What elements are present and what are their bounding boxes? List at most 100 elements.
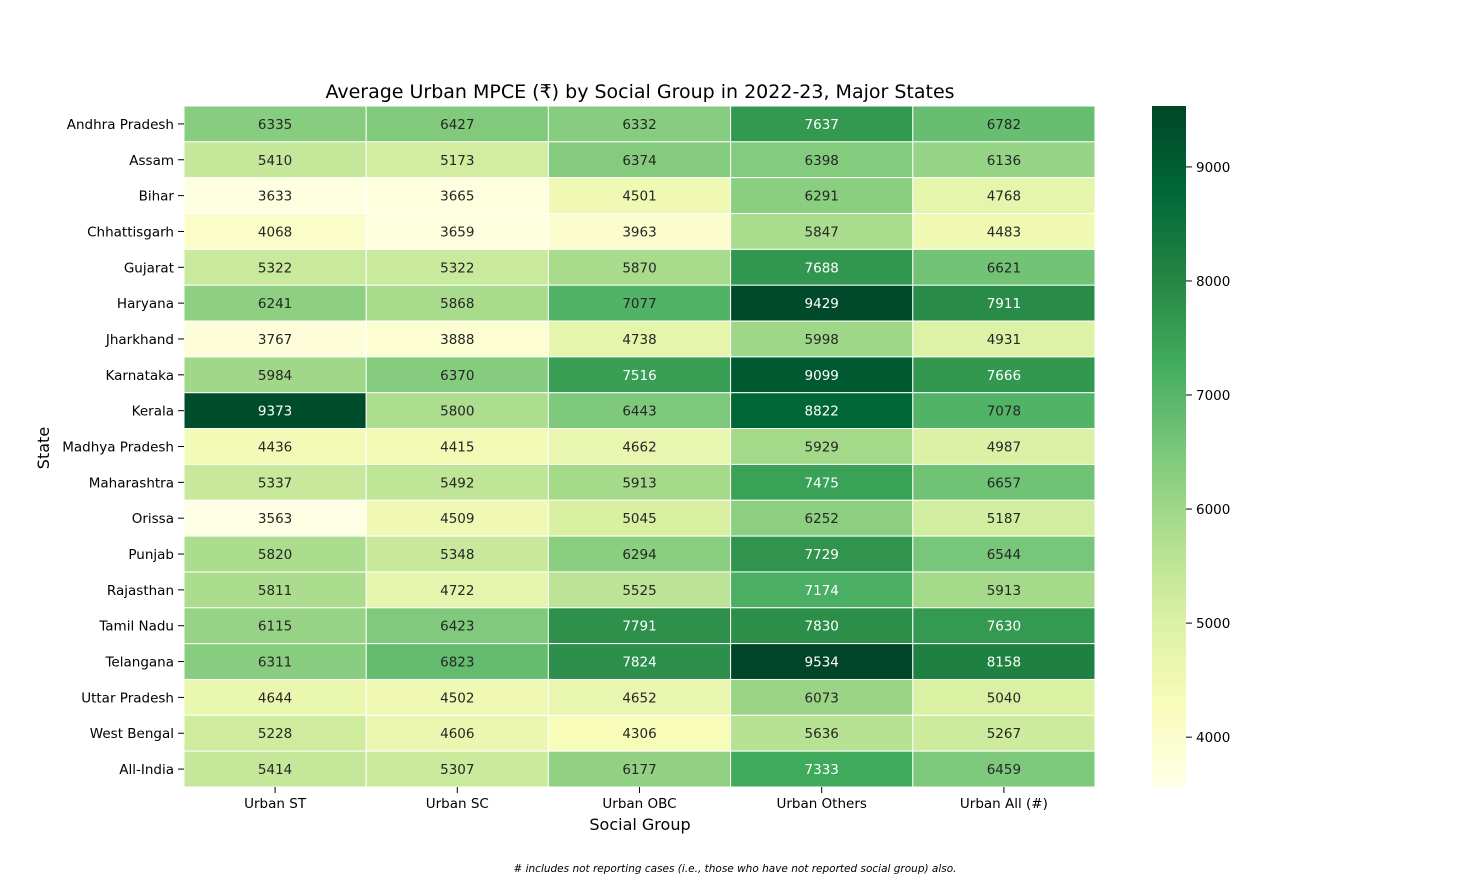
heatmap-cell	[912, 463, 1096, 501]
heatmap-cell	[365, 643, 549, 680]
cell-value-label: 5267	[987, 726, 1021, 742]
y-tick-label: Bihar	[139, 189, 175, 205]
x-tick-label: Urban All (#)	[960, 796, 1048, 812]
cell-value-label: 5348	[440, 547, 474, 563]
cell-value-label: 7830	[805, 619, 839, 635]
cell-value-label: 5414	[258, 762, 292, 778]
heatmap-cell	[912, 643, 1096, 680]
colorbar-tick-label: 6000	[1196, 502, 1230, 518]
cell-value-label: 7637	[805, 117, 839, 133]
heatmap-cell	[730, 678, 914, 716]
cell-value-label: 5811	[258, 583, 292, 599]
cell-value-label: 5820	[258, 547, 292, 563]
cell-value-label: 5322	[258, 260, 292, 276]
cell-value-label: 9429	[805, 296, 839, 312]
cell-value-label: 5868	[440, 296, 474, 312]
heatmap-cell	[183, 535, 367, 573]
heatmap-cell	[183, 643, 367, 680]
cell-value-label: 6782	[987, 117, 1021, 133]
y-tick-label: Karnataka	[106, 368, 174, 384]
cell-value-label: 5870	[622, 260, 656, 276]
heatmap-cell	[730, 571, 914, 609]
cell-value-label: 4652	[622, 690, 656, 706]
heatmap-cell	[730, 428, 914, 465]
y-tick-label: Andhra Pradesh	[67, 117, 174, 133]
y-tick-label: Orissa	[132, 511, 174, 527]
cell-value-label: 4436	[258, 440, 292, 456]
heatmap-cell	[365, 392, 549, 430]
cell-value-label: 4415	[440, 440, 474, 456]
cell-value-label: 6294	[622, 547, 656, 563]
cell-value-label: 7666	[987, 368, 1021, 384]
cell-value-label: 6621	[987, 260, 1021, 276]
heatmap-cell	[547, 678, 732, 716]
x-tick-label: Urban ST	[244, 796, 307, 812]
cell-value-label: 5322	[440, 260, 474, 276]
heatmap-cell	[912, 714, 1096, 752]
heatmap-cell	[912, 607, 1096, 645]
cell-value-label: 5040	[987, 690, 1021, 706]
cell-value-label: 5173	[440, 153, 474, 169]
cell-value-label: 7516	[622, 368, 656, 384]
cell-value-label: 6823	[440, 655, 474, 671]
x-axis: Urban ST Urban SC Urban OBC Urban Others Urb…	[244, 787, 1048, 812]
colorbar-tick-label: 4000	[1196, 730, 1230, 746]
heatmap-cell	[183, 463, 367, 501]
cell-value-label: 6332	[622, 117, 656, 133]
heatmap-cell	[912, 284, 1096, 322]
cell-value-label: 5228	[258, 726, 292, 742]
cell-value-label: 5410	[258, 153, 292, 169]
cell-value-label: 7630	[987, 619, 1021, 635]
heatmap-cell	[547, 141, 732, 179]
heatmap-cell	[730, 213, 914, 250]
x-tick-label: Urban OBC	[602, 796, 676, 812]
heatmap-cell	[547, 714, 732, 752]
heatmap-cell	[912, 428, 1096, 465]
heatmap-cell	[730, 177, 914, 215]
y-tick-label: Kerala	[132, 404, 174, 420]
heatmap-cell	[183, 428, 367, 465]
heatmap-cell	[547, 463, 732, 501]
heatmap-cell	[365, 177, 549, 215]
heatmap-cell	[912, 213, 1096, 250]
cell-value-label: 3767	[258, 332, 292, 348]
cell-value-label: 5187	[987, 511, 1021, 527]
y-tick-label: Haryana	[117, 296, 174, 312]
cell-value-label: 7475	[805, 475, 839, 491]
cell-value-label: 3888	[440, 332, 474, 348]
heatmap-cell	[547, 105, 732, 143]
x-tick-label: Urban SC	[426, 796, 489, 812]
colorbar-tick-label: 7000	[1196, 388, 1230, 404]
cell-value-label: 6335	[258, 117, 292, 133]
heatmap-cell	[912, 141, 1096, 179]
cell-value-label: 4931	[987, 332, 1021, 348]
heatmap-cell	[365, 356, 549, 394]
x-axis-label: Social Group	[589, 815, 690, 834]
heatmap-cell	[912, 392, 1096, 430]
cell-value-label: 5045	[622, 511, 656, 527]
cell-value-label: 4768	[987, 189, 1021, 205]
cell-value-label: 6423	[440, 619, 474, 635]
heatmap-cell	[730, 535, 914, 573]
cell-value-label: 9373	[258, 404, 292, 420]
heatmap-cell	[365, 213, 549, 250]
cell-value-label: 5492	[440, 475, 474, 491]
cell-value-label: 6459	[987, 762, 1021, 778]
cell-value-label: 7824	[622, 655, 656, 671]
heatmap-cell	[365, 284, 549, 322]
cell-value-label: 5800	[440, 404, 474, 420]
heatmap-cell	[365, 105, 549, 143]
heatmap-cell	[547, 428, 732, 465]
cell-value-label: 4987	[987, 440, 1021, 456]
heatmap-cell	[183, 571, 367, 609]
heatmap-cell	[730, 284, 914, 322]
cell-value-label: 3665	[440, 189, 474, 205]
cell-value-label: 7333	[805, 762, 839, 778]
heatmap-cell	[183, 320, 367, 358]
cell-value-label: 4501	[622, 189, 656, 205]
cell-value-label: 4306	[622, 726, 656, 742]
y-tick-label: Tamil Nadu	[98, 619, 174, 635]
cell-value-label: 3563	[258, 511, 292, 527]
heatmap-cell	[183, 356, 367, 394]
